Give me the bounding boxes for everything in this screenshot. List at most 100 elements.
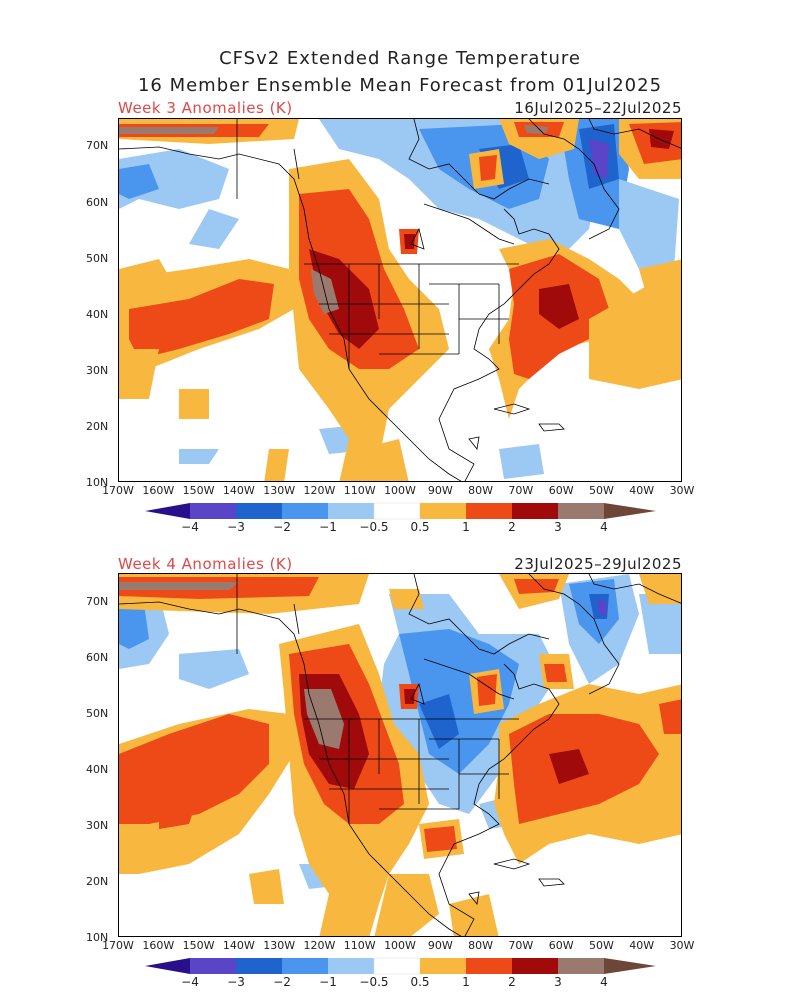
lon-label: 110W [343,939,376,952]
colorbar-cell [236,503,282,519]
lon-label: 110W [343,484,376,497]
lon-label: 170W [102,939,134,952]
lon-label: 80W [468,484,493,497]
colorbar-label: 0.5 [410,520,430,534]
lat-label: 30N [86,364,109,377]
lon-label: 40W [629,484,655,497]
colorbar-cell [420,958,466,974]
week3-label: Week 3 Anomalies (K) [118,99,293,117]
lon-label: 90W [427,939,453,952]
lon-label: 60W [548,484,574,497]
week3-warm-anomalies [119,119,681,481]
lon-label: 130W [263,939,296,952]
colorbar-label: −2 [273,975,291,989]
colorbar-cell [604,958,656,974]
week4-warm-anomalies [119,574,681,936]
lat-label: 50N [86,707,109,720]
colorbar-label: 4 [600,520,608,534]
week4-map [118,573,682,937]
colorbar-label: −4 [181,975,199,989]
colorbar-label: 2 [508,520,516,534]
colorbar-cell [558,503,604,519]
lat-label: 40N [86,763,109,776]
chart-subtitle: 16 Member Ensemble Mean Forecast from 01… [137,75,663,96]
colorbar-label: 1 [462,975,470,989]
lon-label: 70W [508,484,534,497]
colorbar-label: 4 [600,975,608,989]
colorbar-label: −4 [181,520,199,534]
colorbar-label: 0.5 [410,975,430,989]
colorbar-label: −0.5 [359,520,389,534]
colorbar-cell [236,958,282,974]
colorbar-cell [512,958,558,974]
colorbar-label: −1 [319,975,337,989]
colorbar-cell [328,958,374,974]
colorbar-label: −2 [273,520,291,534]
lon-label: 70W [508,939,534,952]
lat-label: 60N [86,196,109,209]
colorbar-cell [466,503,512,519]
lon-label: 90W [427,484,453,497]
colorbar-cell [145,958,190,974]
colorbar-cell [190,958,236,974]
week4-colorbar: −4 −3 −2 −1 −0.5 0.5 1 2 3 4 [0,955,800,995]
lon-label: 100W [384,484,416,497]
week4-coastlines [119,574,681,936]
lat-label: 10N [86,931,109,944]
lon-label: 100W [384,939,416,952]
lon-label: 150W [182,939,215,952]
colorbar-cell [282,958,328,974]
colorbar-cell [373,502,421,520]
lat-label: 40N [86,308,109,321]
colorbar-label: −0.5 [359,975,389,989]
colorbar-cell [190,503,236,519]
lat-label: 30N [86,819,109,832]
colorbar-cell [328,503,374,519]
lon-label: 140W [222,484,255,497]
lon-label: 160W [142,939,175,952]
lon-label: 160W [142,484,175,497]
lat-label: 60N [86,651,109,664]
lat-label: 20N [86,875,109,888]
lon-label: 150W [182,484,215,497]
chart-title: CFSv2 Extended Range Temperature [219,48,581,69]
colorbar-label: 1 [462,520,470,534]
week3-dates: 16Jul2025–22Jul2025 [514,99,682,117]
lon-label: 120W [303,939,336,952]
lon-label: 140W [222,939,255,952]
colorbar-cell [282,503,328,519]
lon-label: 30W [669,484,695,497]
colorbar-label: 3 [554,520,562,534]
colorbar-cell [512,503,558,519]
lat-label: 70N [86,595,109,608]
colorbar-label: 3 [554,975,562,989]
week3-colorbar-svg [145,502,656,520]
lat-label: 10N [86,476,109,489]
colorbar-cell [604,503,656,519]
lon-label: 80W [468,939,493,952]
colorbar-label: −3 [227,520,245,534]
week4-dates: 23Jul2025–29Jul2025 [514,555,682,573]
colorbar-label: 2 [508,975,516,989]
lon-label: 30W [669,939,695,952]
lon-label: 50W [588,939,614,952]
week4-colorbar-svg [145,957,656,975]
lon-label: 50W [588,484,614,497]
lat-label: 70N [86,139,109,152]
week3-map-svg [119,119,681,481]
week3-colorbar: −4 −3 −2 −1 −0.5 0.5 1 2 3 4 [0,500,800,540]
colorbar-cell [145,503,190,519]
week3-coastlines [119,119,681,481]
week4-map-svg [119,574,681,936]
week3-map [118,118,682,482]
colorbar-cell [373,957,421,975]
colorbar-label: −1 [319,520,337,534]
lon-label: 130W [263,484,296,497]
week4-label: Week 4 Anomalies (K) [118,555,293,573]
lon-label: 40W [629,939,655,952]
lon-label: 170W [102,484,134,497]
lon-label: 120W [303,484,336,497]
lat-label: 20N [86,420,109,433]
colorbar-label: −3 [227,975,245,989]
lon-label: 60W [548,939,574,952]
